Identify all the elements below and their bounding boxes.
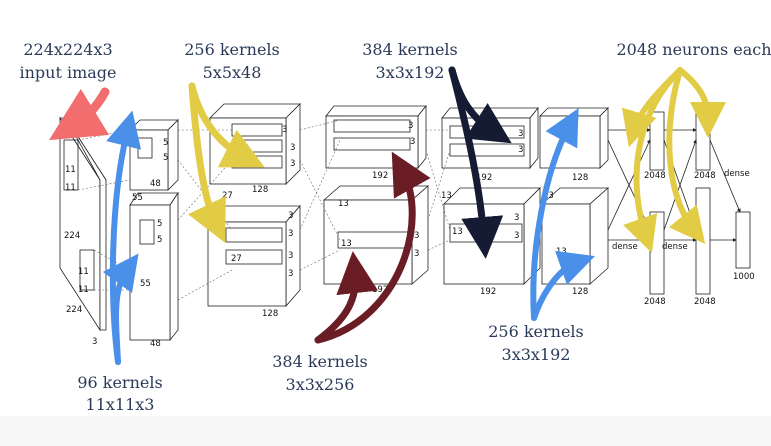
fc-arrow-d <box>666 67 706 245</box>
conv4-annotation-line2: 3x3x192 <box>376 63 445 82</box>
input-annotation-line2: input image <box>19 63 116 82</box>
conv2-top-k2: 3 <box>290 143 295 153</box>
fc-arrow-b <box>677 67 726 138</box>
conv2-size-label: 27 <box>222 191 233 201</box>
conv1-bottom-k1: 5 <box>157 219 162 229</box>
conv1-top-k2: 5 <box>163 153 168 163</box>
conv3-arrow-b <box>314 151 431 344</box>
conv3-size-label: 13 <box>338 199 349 209</box>
input-arrow <box>49 87 110 141</box>
output-dense-label: dense <box>724 169 750 179</box>
conv1-top-depth: 48 <box>150 179 161 189</box>
input-annotation-line1: 224x224x3 <box>23 40 112 59</box>
conv1-top-block: 5 5 48 <box>129 119 179 191</box>
fc1-dense-label: dense <box>612 242 638 252</box>
conv2-annotation-line2: 5x5x48 <box>203 63 262 82</box>
conv2-bottom-depth: 128 <box>262 309 278 319</box>
conv3-bottom-k2: 3 <box>414 249 419 259</box>
fc-arrow-c <box>623 67 683 254</box>
conv2-top-k3: 3 <box>290 159 295 169</box>
conv2-bottom-size: 27 <box>231 254 242 264</box>
conv3-annotation-line2: 3x3x256 <box>286 375 355 394</box>
conv4-top-depth: 192 <box>476 173 492 183</box>
conv3-top-k1: 3 <box>408 121 413 131</box>
input-depth-label: 3 <box>92 337 97 347</box>
conv3-bottom-k1: 3 <box>414 231 419 241</box>
conv4-bottom-depth: 192 <box>480 287 496 297</box>
conv3-top-depth: 192 <box>372 171 388 181</box>
conv4-arrow-b <box>448 66 504 259</box>
conv2-top-depth: 128 <box>252 185 268 195</box>
input-kernel-size-1: 11 <box>65 165 76 175</box>
conv5-top-depth: 128 <box>572 173 588 183</box>
conv2-annotation-line1: 256 kernels <box>184 40 280 59</box>
annotation-arrows <box>49 66 726 365</box>
conv3-top-block: 3 3 192 <box>325 104 427 181</box>
conv4-bottom-k2: 3 <box>514 231 519 241</box>
conv2-bottom-k3: 3 <box>288 251 293 261</box>
conv2-bottom-block: 27 3 3 27 3 3 128 <box>207 191 301 319</box>
conv5-arrow-a <box>530 108 579 321</box>
fc2-bottom-size: 2048 <box>694 297 716 307</box>
conv4-top-k1: 3 <box>518 129 523 139</box>
conv5-annotation-line2: 3x3x192 <box>502 345 571 364</box>
conv5-size-label: 13 <box>543 191 554 201</box>
conv1-bottom-k2: 5 <box>157 235 162 245</box>
conv4-top-block: 3 3 192 <box>441 106 539 183</box>
conv4-top-k2: 3 <box>518 145 523 155</box>
conv1-annotation-line2: 11x11x3 <box>86 395 155 414</box>
conv4-bottom-k1: 3 <box>514 213 519 223</box>
conv2-bottom-k1: 3 <box>288 211 293 221</box>
conv5-bottom-size: 13 <box>556 247 567 257</box>
conv2-bottom-k2: 3 <box>288 229 293 239</box>
conv1-bottom-depth: 48 <box>150 339 161 349</box>
conv5-bottom-depth: 128 <box>572 287 588 297</box>
annotation-labels: 224x224x3 input image 256 kernels 5x5x48… <box>19 40 771 414</box>
fc1-top-size: 2048 <box>644 171 666 181</box>
fc2-dense-label: dense <box>662 242 688 252</box>
conv4-bottom-size: 13 <box>452 227 463 237</box>
conv5-annotation-line1: 256 kernels <box>488 322 584 341</box>
conv2-top-k1: 3 <box>282 125 287 135</box>
conv1-bottom-size: 55 <box>140 279 151 289</box>
input-side-label-2: 224 <box>66 305 82 315</box>
conv3-bottom-size: 13 <box>341 239 352 249</box>
conv4-bottom-block: 13 13 3 3 192 <box>441 187 541 297</box>
conv3-annotation-line1: 384 kernels <box>272 352 368 371</box>
fc2-top-size: 2048 <box>694 171 716 181</box>
output-size: 1000 <box>733 272 755 282</box>
conv4-annotation-line1: 384 kernels <box>362 40 458 59</box>
conv2-top-block: 3 3 3 128 <box>209 103 301 195</box>
bottom-band <box>0 416 771 446</box>
conv1-bottom-block: 55 5 5 55 48 <box>129 191 179 349</box>
conv1-size-label: 55 <box>132 193 143 203</box>
conv3-top-k2: 3 <box>410 137 415 147</box>
conv4-size-label: 13 <box>441 191 452 201</box>
fc1-bottom-size: 2048 <box>644 297 666 307</box>
conv3-arrow-a <box>314 251 379 344</box>
conv1-top-k1: 5 <box>163 138 168 148</box>
fc-annotation: 2048 neurons each <box>616 40 771 59</box>
input-kernel-size-2: 11 <box>65 183 76 193</box>
input-side-label: 224 <box>64 231 80 241</box>
input-volume: 11 11 224 11 11 224 3 <box>59 116 131 347</box>
input-kernel-size-3: 11 <box>78 267 89 277</box>
conv2-arrow-b <box>187 82 226 243</box>
conv2-bottom-k4: 3 <box>288 269 293 279</box>
conv5-arrow-b <box>531 250 595 321</box>
conv3-bottom-depth: 192 <box>372 285 388 295</box>
input-kernel-size-4: 11 <box>78 285 89 295</box>
conv1-arrow-b <box>102 253 139 365</box>
conv1-annotation-line1: 96 kernels <box>77 373 162 392</box>
